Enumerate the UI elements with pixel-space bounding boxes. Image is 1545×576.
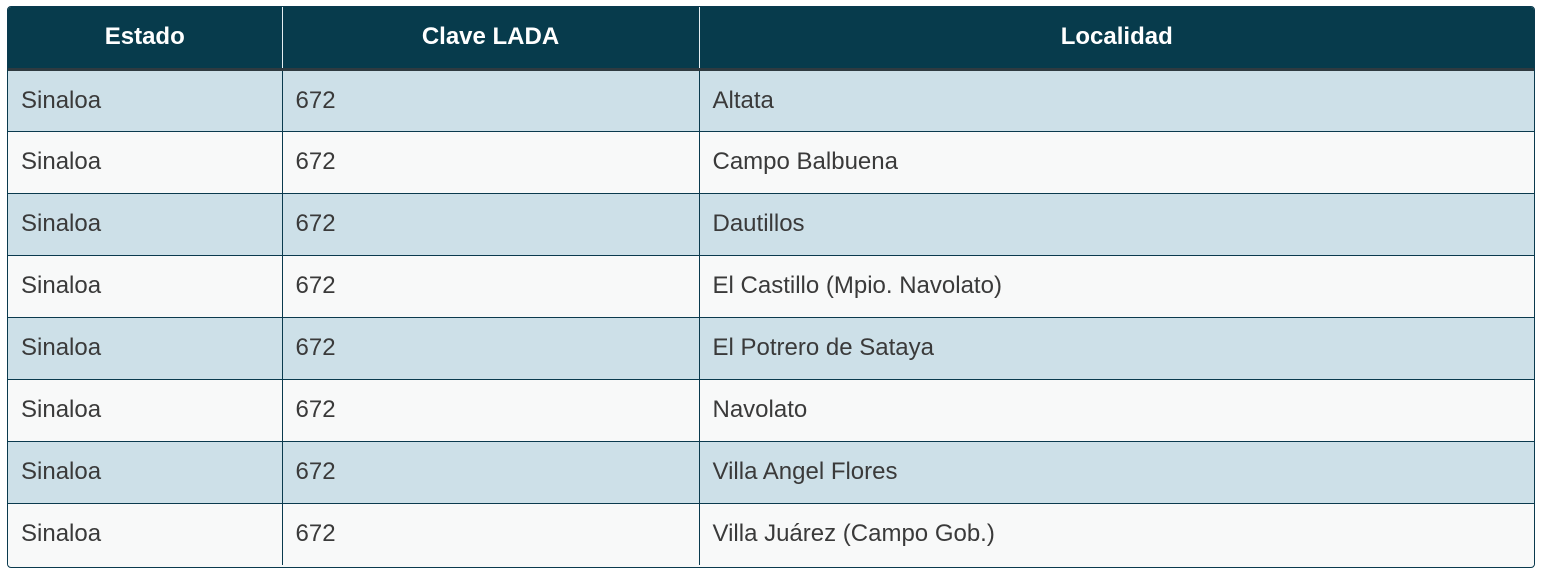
table-row: Sinaloa 672 Villa Juárez (Campo Gob.): [8, 503, 1534, 565]
cell-estado: Sinaloa: [8, 193, 283, 256]
cell-localidad: Campo Balbuena: [699, 131, 1534, 194]
cell-estado: Sinaloa: [8, 503, 283, 565]
cell-localidad: Altata: [699, 69, 1534, 132]
cell-estado: Sinaloa: [8, 69, 283, 132]
cell-estado: Sinaloa: [8, 441, 283, 504]
cell-clave-lada: 672: [282, 255, 700, 318]
cell-clave-lada: 672: [282, 193, 700, 256]
cell-estado: Sinaloa: [8, 379, 283, 442]
lada-table: Estado Clave LADA Localidad Sinaloa 672 …: [8, 7, 1534, 565]
header-clave-lada: Clave LADA: [282, 7, 700, 71]
header-row: Estado Clave LADA Localidad: [8, 7, 1534, 71]
cell-localidad: Dautillos: [699, 193, 1534, 256]
cell-clave-lada: 672: [282, 441, 700, 504]
table-row: Sinaloa 672 Dautillos: [8, 193, 1534, 256]
table-row: Sinaloa 672 El Castillo (Mpio. Navolato): [8, 255, 1534, 318]
header-estado: Estado: [8, 7, 283, 71]
table-row: Sinaloa 672 El Potrero de Sataya: [8, 317, 1534, 380]
cell-localidad: Villa Juárez (Campo Gob.): [699, 503, 1534, 565]
table-row: Sinaloa 672 Villa Angel Flores: [8, 441, 1534, 504]
cell-localidad: El Potrero de Sataya: [699, 317, 1534, 380]
lada-table-container: Estado Clave LADA Localidad Sinaloa 672 …: [7, 6, 1535, 568]
cell-clave-lada: 672: [282, 379, 700, 442]
cell-clave-lada: 672: [282, 317, 700, 380]
cell-clave-lada: 672: [282, 131, 700, 194]
cell-estado: Sinaloa: [8, 131, 283, 194]
cell-localidad: El Castillo (Mpio. Navolato): [699, 255, 1534, 318]
header-localidad: Localidad: [699, 7, 1534, 71]
cell-localidad: Navolato: [699, 379, 1534, 442]
table-header: Estado Clave LADA Localidad: [8, 7, 1534, 71]
cell-localidad: Villa Angel Flores: [699, 441, 1534, 504]
table-row: Sinaloa 672 Altata: [8, 69, 1534, 132]
cell-clave-lada: 672: [282, 69, 700, 132]
table-row: Sinaloa 672 Navolato: [8, 379, 1534, 442]
cell-clave-lada: 672: [282, 503, 700, 565]
table-body: Sinaloa 672 Altata Sinaloa 672 Campo Bal…: [8, 69, 1534, 565]
table-row: Sinaloa 672 Campo Balbuena: [8, 131, 1534, 194]
cell-estado: Sinaloa: [8, 255, 283, 318]
cell-estado: Sinaloa: [8, 317, 283, 380]
